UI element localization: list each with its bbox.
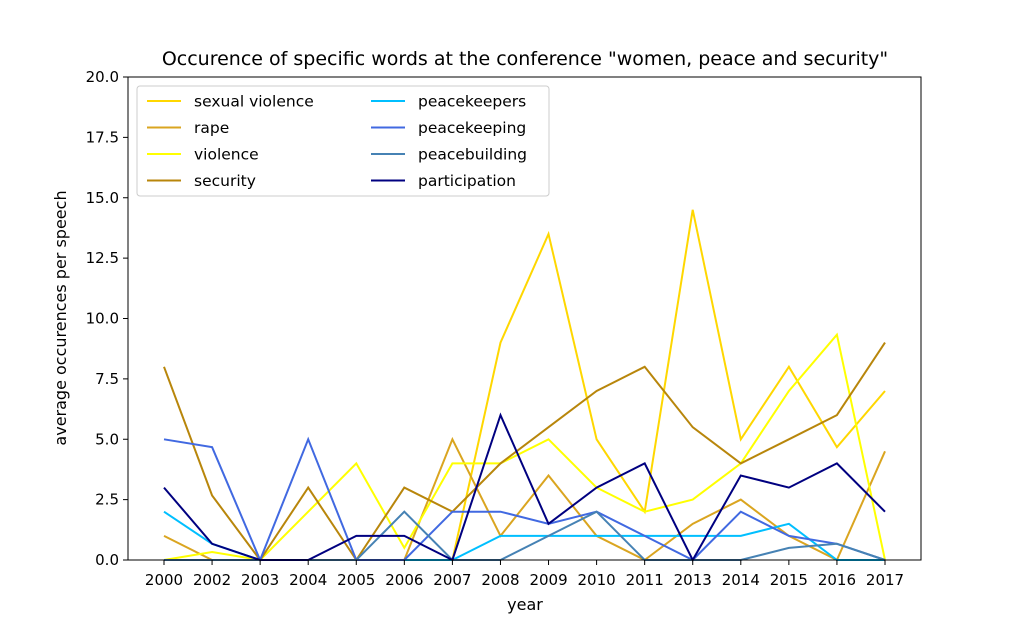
y-tick-label: 20.0 <box>86 68 119 86</box>
x-tick-label: 2000 <box>145 571 183 589</box>
y-axis-label: average occurences per speech <box>51 190 70 445</box>
series-line-sexual-violence <box>164 209 886 561</box>
series-line-peacekeepers <box>163 510 885 561</box>
x-tick-label: 2017 <box>866 571 904 589</box>
y-tick-label: 2.5 <box>95 491 119 509</box>
legend-label: security <box>194 172 256 190</box>
legend-label: sexual violence <box>194 93 314 111</box>
x-tick-label: 2014 <box>722 571 760 589</box>
legend-label: participation <box>418 172 516 190</box>
x-tick-label: 2004 <box>289 571 327 589</box>
y-tick-label: 17.5 <box>86 128 119 146</box>
series-line-violence <box>163 332 886 562</box>
series-line-peacekeeping <box>163 436 886 563</box>
legend-frame <box>136 85 550 197</box>
x-tick-label: 2009 <box>529 571 567 589</box>
legend-label: peacekeeping <box>418 119 526 137</box>
x-tick-label: 2003 <box>241 571 279 589</box>
y-tick-label: 12.5 <box>86 249 119 267</box>
legend-label: violence <box>194 146 259 164</box>
x-tick-label: 2016 <box>818 571 856 589</box>
x-tick-label: 2010 <box>578 571 616 589</box>
x-tick-label: 2011 <box>626 571 664 589</box>
chart-title: Occurence of specific words at the confe… <box>162 48 888 70</box>
series-layer <box>163 209 886 563</box>
x-tick-label: 2007 <box>433 571 471 589</box>
legend: sexual violence rape violence security peace… <box>136 85 550 197</box>
plot-frame <box>127 76 922 561</box>
legend-label: rape <box>194 119 229 137</box>
series-line-security <box>163 342 886 562</box>
x-tick-label: 2005 <box>337 571 375 589</box>
legend-label: peacekeepers <box>418 93 526 111</box>
y-tick-label: 0.0 <box>95 551 119 569</box>
x-tick-label: 2006 <box>385 571 423 589</box>
y-axis-ticks: 0.0 2.5 5.0 7.5 10.0 12.5 15.0 17.5 20.0 <box>86 68 128 569</box>
x-tick-label: 2015 <box>770 571 808 589</box>
y-tick-label: 10.0 <box>86 310 119 328</box>
y-tick-label: 5.0 <box>95 430 119 448</box>
x-axis-ticks: 2000 2002 2003 2004 2005 2006 2007 2008 2009 2010… <box>145 560 904 589</box>
x-tick-label: 2008 <box>481 571 519 589</box>
legend-label: peacebuilding <box>418 146 527 164</box>
x-axis-label: year <box>507 595 543 614</box>
y-tick-label: 7.5 <box>95 370 119 388</box>
x-tick-label: 2013 <box>674 571 712 589</box>
y-tick-label: 15.0 <box>86 189 119 207</box>
series-line-participation <box>163 412 886 563</box>
x-tick-label: 2002 <box>193 571 231 589</box>
